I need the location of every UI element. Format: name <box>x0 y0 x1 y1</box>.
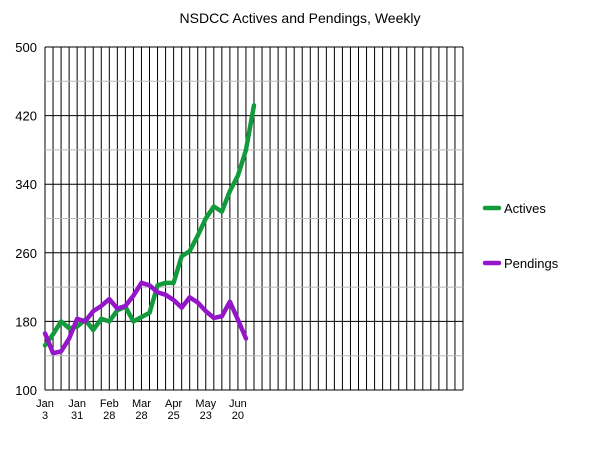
series-line-actives <box>42 103 257 348</box>
x-tick-label: Mar 28 <box>132 398 151 422</box>
y-tick-label: 180 <box>15 314 37 329</box>
y-tick-label: 340 <box>15 177 37 192</box>
series-line-pendings <box>42 280 249 356</box>
x-tick-label: May 23 <box>195 398 216 422</box>
grid <box>44 46 464 391</box>
y-tick-label: 420 <box>15 109 37 124</box>
legend-label-actives: Actives <box>504 201 546 216</box>
y-tick-label: 100 <box>15 383 37 398</box>
chart-title: NSDCC Actives and Pendings, Weekly <box>180 10 421 26</box>
x-tick-label: Jan 31 <box>68 398 86 422</box>
legend-label-pendings: Pendings <box>504 256 559 271</box>
y-tick-label: 260 <box>15 246 37 261</box>
x-tick-label: Jun 20 <box>229 398 247 422</box>
y-tick-label: 500 <box>15 40 37 55</box>
x-tick-label: Apr 25 <box>165 398 182 422</box>
legend: Actives Pendings <box>482 201 559 271</box>
y-axis-ticks: 100 180 260 340 420 500 <box>15 40 37 398</box>
x-axis-ticks: Jan 3 Jan 31 Feb 28 Mar 28 Apr 25 May 23 Jun 20 <box>36 398 247 422</box>
x-tick-label: Feb 28 <box>100 398 119 422</box>
x-tick-label: Jan 3 <box>36 398 54 422</box>
series-lines <box>42 103 257 356</box>
